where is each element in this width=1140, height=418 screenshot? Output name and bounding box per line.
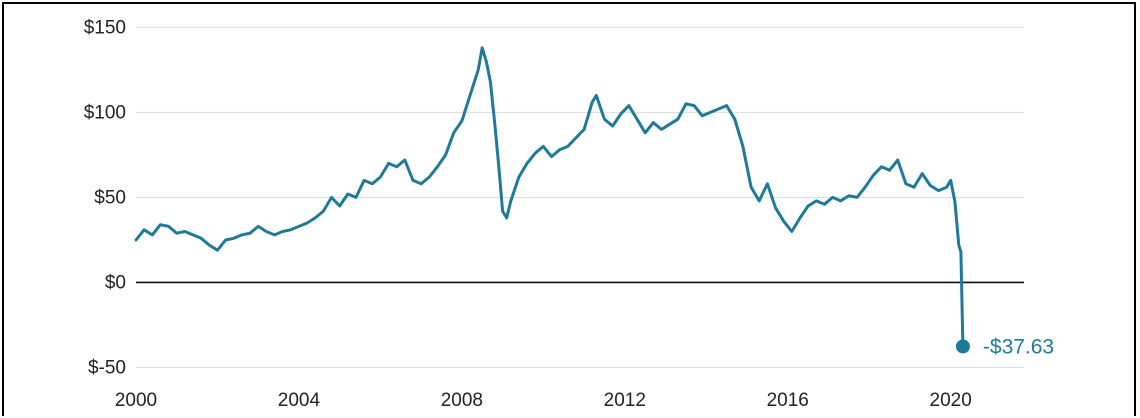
x-tick-label: 2004 <box>278 390 321 411</box>
x-tick-label: 2016 <box>767 390 809 411</box>
marker-layer: -$37.63 <box>955 335 1054 358</box>
x-tick-label: 2012 <box>604 390 646 411</box>
end-value-label: -$37.63 <box>983 335 1054 358</box>
y-tick-label: $150 <box>84 17 126 38</box>
oil-price-chart: $150 $100 $50 $0 $-50 2000 2004 2008 2012 2016 202… <box>84 17 1054 411</box>
series-layer <box>134 46 965 348</box>
y-tick-label: $-50 <box>88 357 126 378</box>
x-tick-label: 2008 <box>441 390 483 411</box>
price-series-line <box>134 46 965 348</box>
end-point-marker <box>955 339 970 354</box>
x-tick-label: 2020 <box>930 390 972 411</box>
y-tick-label: $100 <box>84 102 126 123</box>
y-tick-label: $0 <box>105 272 126 293</box>
y-tick-label: $50 <box>94 187 126 208</box>
tick-layer: $150 $100 $50 $0 $-50 2000 2004 2008 2012 2016 202… <box>84 17 972 411</box>
x-tick-label: 2000 <box>115 390 157 411</box>
grid-layer <box>136 26 1024 368</box>
